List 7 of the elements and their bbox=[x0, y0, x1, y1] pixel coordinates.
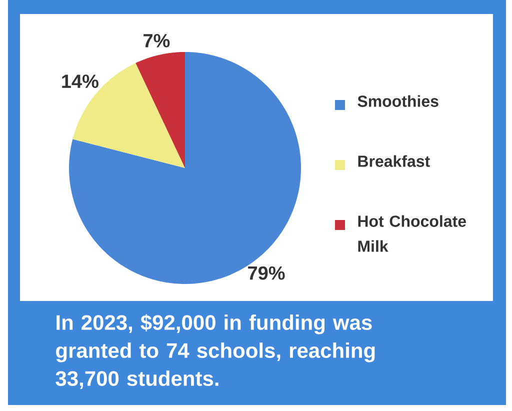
text: In 2023, $92,000 in funding was granted to 74 schools, reaching 33,700 students. bbox=[56, 314, 375, 390]
data-label: 14% bbox=[62, 74, 98, 88]
legend-label: Hot Chocolate Milk bbox=[358, 215, 466, 252]
legend-label: Breakfast bbox=[358, 155, 430, 167]
data-label: 7% bbox=[144, 34, 170, 48]
data-label: 79% bbox=[248, 266, 285, 280]
legend-label: Smoothies bbox=[358, 95, 438, 107]
